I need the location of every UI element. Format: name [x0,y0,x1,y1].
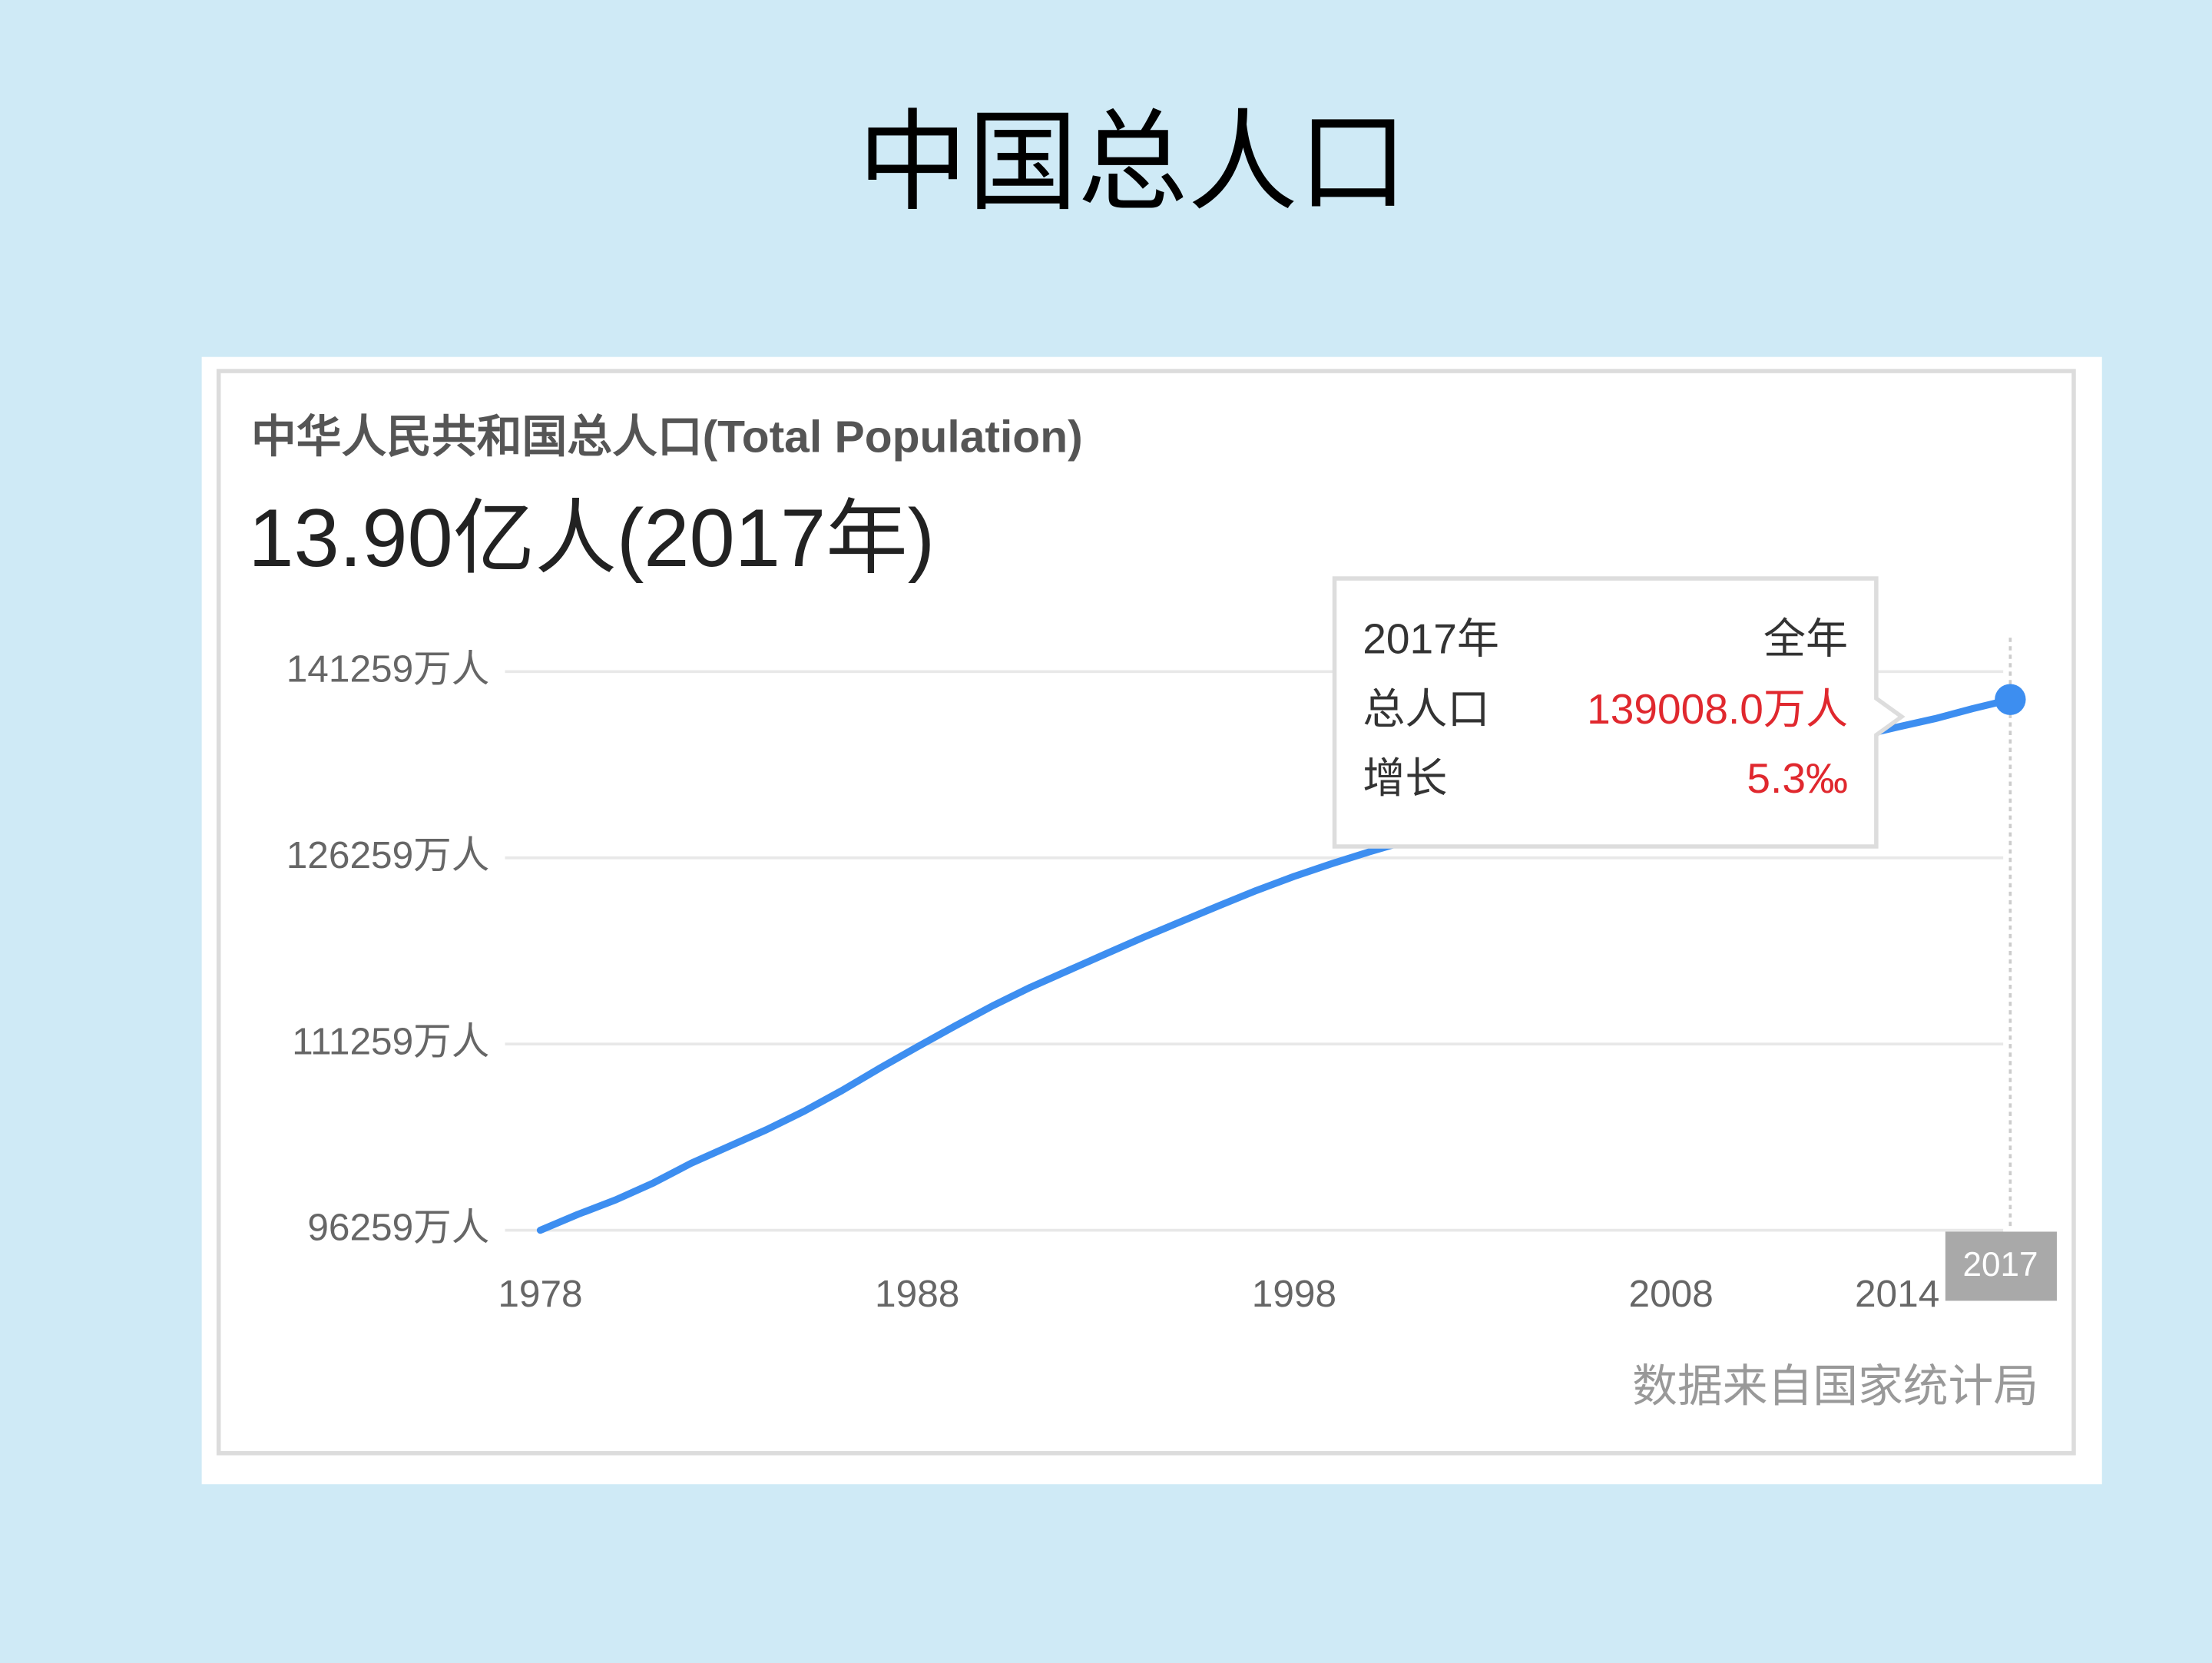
y-tick-label: 126259万人 [286,833,490,876]
y-tick-label: 141259万人 [286,647,490,690]
tooltip-row-value: 5.3‰ [1747,754,1848,802]
source: 数据来自国家统计局 [1632,1362,2038,1412]
highlight-x-box [1945,1231,2057,1301]
chart-title: 中华人民共和国总人口(Total Population) [251,412,1083,462]
x-tick-label: 2008 [1629,1272,1714,1315]
x-tick-label: 1988 [875,1272,959,1315]
tooltip-period-type: 全年 [1763,615,1848,662]
tooltip-row-label: 总人口 [1363,685,1489,733]
x-tick-label: 1998 [1252,1272,1336,1315]
x-tick-label: 1978 [498,1272,582,1315]
x-tick-label: 2014 [1855,1272,1939,1315]
tooltip-row-value: 139008.0万人 [1587,685,1848,733]
y-tick-label: 96259万人 [307,1206,489,1249]
tooltip-box [1332,576,1906,849]
plot: 96259万人 111259万人 126259万人 141259万人 1978 1988 1… [286,576,2057,1315]
end-point [1995,684,2026,715]
y-tick-label: 111259万人 [292,1019,489,1062]
highlight-x-label: 2017 [1962,1246,2038,1284]
card [216,369,2076,1456]
slide-title: 中国总人口 [858,102,1408,224]
chart-subtitle: 13.90亿人(2017年) [248,492,935,584]
tooltip-row-label: 增长 [1363,754,1447,802]
tooltip-period: 2017年 [1363,615,1499,662]
